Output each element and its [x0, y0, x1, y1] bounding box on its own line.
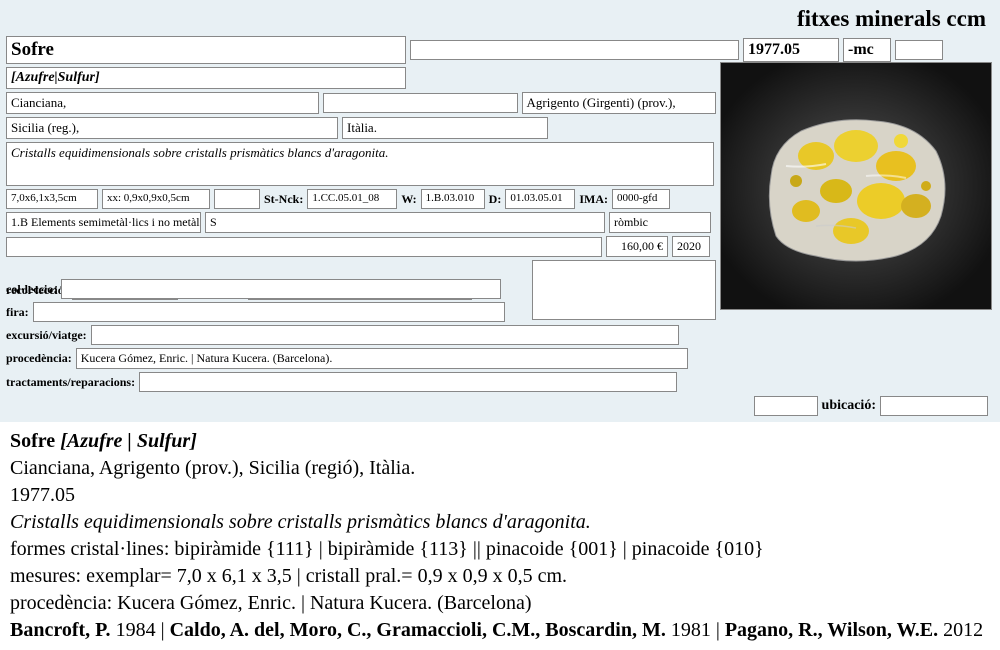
row-measures: 7,0x6,1x3,5cm xx: 0,9x0,9x0,5cm St-Nck: …	[6, 189, 716, 209]
tractaments-field[interactable]	[139, 372, 677, 392]
ubicacio-label: ubicació:	[822, 398, 876, 414]
text-line-5: formes cristal·lines: bipiràmide {111} |…	[10, 536, 990, 563]
price-field[interactable]: 160,00 €	[606, 236, 668, 257]
text-line-2: Cianciana, Agrigento (prov.), Sicilia (r…	[10, 455, 990, 482]
text-line-7: procedència: Kucera Gómez, Enric. | Natu…	[10, 590, 990, 617]
fira-field[interactable]	[33, 302, 505, 322]
left-column: Cianciana, Agrigento (Girgenti) (prov.),…	[6, 92, 716, 392]
colleccio-label: col·leccio:	[6, 282, 57, 297]
text-line-3: 1977.05	[10, 482, 990, 509]
mineral-image	[746, 96, 966, 276]
row-name: Sofre 1977.05 -mc	[6, 36, 994, 64]
photo-box	[720, 62, 992, 310]
colleccio-field[interactable]	[61, 279, 501, 299]
row-procedencia: procedència: Kucera Gómez, Enric. | Natu…	[6, 348, 716, 369]
mineral-name[interactable]: Sofre	[6, 36, 406, 64]
description-field[interactable]: Cristalls equidimensionals sobre cristal…	[6, 142, 714, 186]
procedencia-label: procedència:	[6, 351, 72, 366]
class-1[interactable]: 1.B Elements semimetàl·lics i no metàl·l…	[6, 212, 201, 233]
size-field[interactable]: 7,0x6,1x3,5cm	[6, 189, 98, 209]
t8d: 1981 |	[666, 619, 725, 641]
d-label: D:	[489, 192, 502, 207]
form-area: fitxes minerals ccm Sofre 1977.05 -mc [A…	[0, 0, 1000, 422]
row-price: 160,00 € 2020	[6, 236, 716, 257]
excursio-field[interactable]	[91, 325, 679, 345]
ima-label: IMA:	[579, 192, 608, 207]
d-field[interactable]: 01.03.05.01	[505, 189, 575, 209]
row-class: 1.B Elements semimetàl·lics i no metàl·l…	[6, 212, 716, 233]
text-section: Sofre [Azufre | Sulfur] Cianciana, Agrig…	[0, 422, 1000, 650]
header-title: fitxes minerals ccm	[6, 4, 994, 36]
xx-field[interactable]: xx: 0,9x0,9x0,5cm	[102, 189, 210, 209]
row-excursio: excursió/viatge:	[6, 325, 716, 345]
stnck-field[interactable]: 1.CC.05.01_08	[307, 189, 397, 209]
stnck-label: St-Nck:	[264, 192, 303, 207]
row-loc-2: Sicilia (reg.), Itàlia.	[6, 117, 716, 139]
class-3[interactable]: ròmbic	[609, 212, 711, 233]
aka-field[interactable]: [Azufre|Sulfur]	[6, 67, 406, 89]
ubicacio-blank[interactable]	[754, 396, 818, 416]
t1b: [Azufre | Sulfur]	[60, 430, 197, 452]
text-line-8: Bancroft, P. 1984 | Caldo, A. del, Moro,…	[10, 617, 990, 644]
ima-field[interactable]: 0000-gfd	[612, 189, 670, 209]
class-2[interactable]: S	[205, 212, 605, 233]
loc-1[interactable]: Cianciana,	[6, 92, 319, 114]
year-field[interactable]: 2020	[672, 236, 710, 257]
code-field[interactable]: 1977.05	[743, 38, 839, 62]
t1a: Sofre	[10, 430, 60, 452]
text-line-1: Sofre [Azufre | Sulfur]	[10, 428, 990, 455]
t8f: 2012	[938, 619, 983, 641]
row-tractaments: tractaments/reparacions:	[6, 372, 716, 392]
row-ubicacio: ubicació:	[6, 396, 994, 416]
row-loc-1: Cianciana, Agrigento (Girgenti) (prov.),	[6, 92, 716, 114]
text-line-6: mesures: exemplar= 7,0 x 6,1 x 3,5 | cri…	[10, 563, 990, 590]
excursio-label: excursió/viatge:	[6, 328, 87, 343]
blank-m1[interactable]	[214, 189, 260, 209]
row-desc: Cristalls equidimensionals sobre cristal…	[6, 142, 716, 186]
loc-3[interactable]: Agrigento (Girgenti) (prov.),	[522, 92, 716, 114]
w-label: W:	[401, 192, 416, 207]
tractaments-label: tractaments/reparacions:	[6, 375, 135, 390]
fira-label: fira:	[6, 305, 29, 320]
t8e: Pagano, R., Wilson, W.E.	[725, 619, 938, 641]
t8c: Caldo, A. del, Moro, C., Gramaccioli, C.…	[170, 619, 666, 641]
t8a: Bancroft, P.	[10, 619, 111, 641]
notes-box[interactable]	[532, 260, 716, 320]
procedencia-field[interactable]: Kucera Gómez, Enric. | Natura Kucera. (B…	[76, 348, 688, 369]
t8b: 1984 |	[111, 619, 170, 641]
ubicacio-field[interactable]	[880, 396, 988, 416]
suffix-field[interactable]: -mc	[843, 38, 891, 62]
loc-4[interactable]: Sicilia (reg.),	[6, 117, 338, 139]
loc-2[interactable]	[323, 93, 517, 113]
blank-price[interactable]	[6, 237, 602, 257]
blank-field-2[interactable]	[895, 40, 943, 60]
loc-5[interactable]: Itàlia.	[342, 117, 548, 139]
w-field[interactable]: 1.B.03.010	[421, 189, 485, 209]
blank-field-1[interactable]	[410, 40, 739, 60]
text-line-4: Cristalls equidimensionals sobre cristal…	[10, 509, 990, 536]
